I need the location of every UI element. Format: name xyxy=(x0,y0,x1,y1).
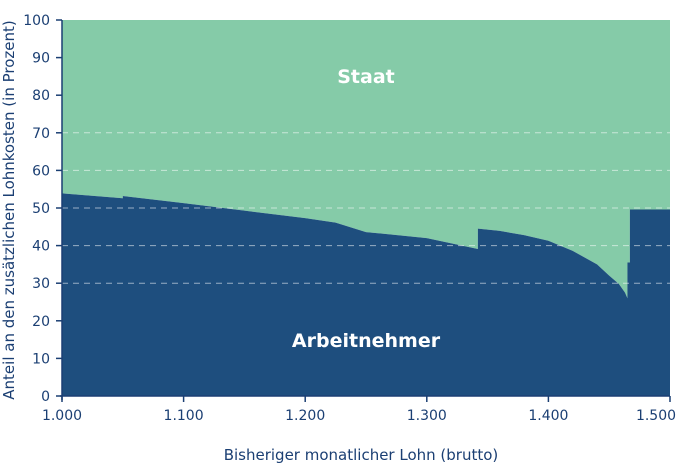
y-tick-label-30: 30 xyxy=(32,276,50,292)
x-tick-label-1300: 1.300 xyxy=(407,408,447,424)
x-tick-label-1100: 1.100 xyxy=(164,408,204,424)
y-tick-label-40: 40 xyxy=(32,239,50,255)
y-tick-labels: 0 10 20 30 40 50 60 70 80 90 100 xyxy=(23,13,62,405)
y-tick-label-10: 10 xyxy=(32,351,50,367)
y-tick-label-20: 20 xyxy=(32,314,50,330)
y-tick-label-80: 80 xyxy=(32,88,50,104)
plot-area xyxy=(62,20,670,396)
y-tick-label-70: 70 xyxy=(32,126,50,142)
x-tick-label-1400: 1.400 xyxy=(528,408,568,424)
y-tick-label-0: 0 xyxy=(41,389,50,405)
x-tick-label-1000: 1.000 xyxy=(42,408,82,424)
y-tick-label-100: 100 xyxy=(23,13,50,29)
x-tick-label-1200: 1.200 xyxy=(285,408,325,424)
y-tick-label-50: 50 xyxy=(32,201,50,217)
y-axis-title: Anteil an den zusätzlichen Lohnkosten (i… xyxy=(0,20,18,399)
x-tick-label-1500: 1.500 xyxy=(636,408,676,424)
y-tick-label-60: 60 xyxy=(32,163,50,179)
y-tick-label-90: 90 xyxy=(32,51,50,67)
area-label-staat: Staat xyxy=(337,66,395,88)
gridlines xyxy=(62,132,670,284)
area-labels: Staat Arbeitnehmer xyxy=(292,66,441,352)
series-area-staat xyxy=(62,20,670,299)
axes xyxy=(60,20,670,400)
area-label-arbeitnehmer: Arbeitnehmer xyxy=(292,330,441,352)
x-axis-title: Bisheriger monatlicher Lohn (brutto) xyxy=(224,446,499,464)
series-area-arbeitnehmer xyxy=(62,193,670,396)
x-tick-labels: 1.000 1.100 1.200 1.300 1.400 1.500 xyxy=(42,396,676,424)
